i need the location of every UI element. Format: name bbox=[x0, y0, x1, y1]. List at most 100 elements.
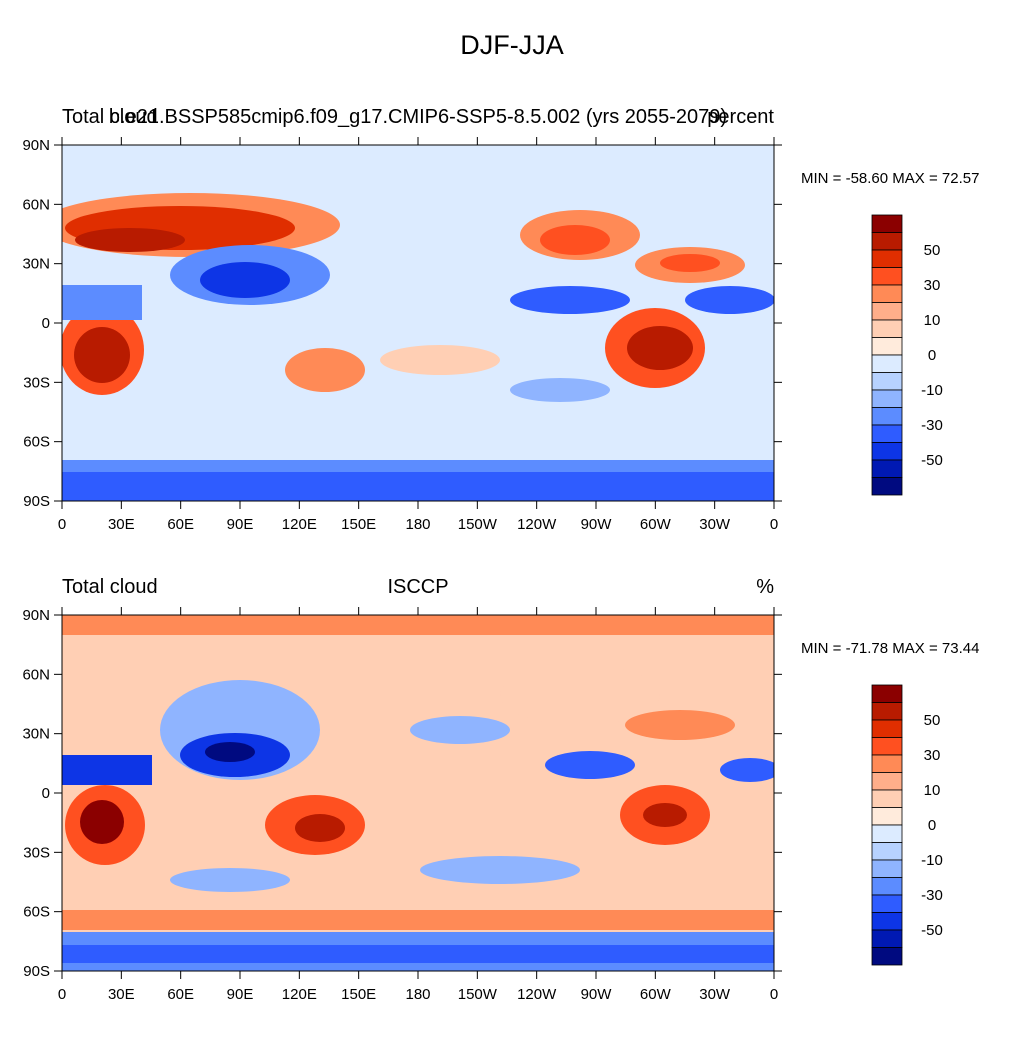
x-tick-label: 180 bbox=[405, 986, 430, 1003]
colorbar-label: 50 bbox=[924, 242, 941, 259]
cloud-anomaly-field bbox=[62, 615, 774, 971]
colorbar-swatch bbox=[871, 442, 903, 461]
x-tick-label: 150W bbox=[458, 516, 498, 533]
main-title: DJF-JJA bbox=[460, 30, 564, 60]
colorbar-label: 30 bbox=[924, 747, 941, 764]
x-tick-label: 60E bbox=[167, 986, 194, 1003]
colorbar-swatch bbox=[871, 737, 903, 756]
colorbar-swatch bbox=[871, 807, 903, 826]
colorbar-label: 30 bbox=[924, 277, 941, 294]
colorbar-swatch bbox=[871, 459, 903, 478]
colorbar-label: -30 bbox=[921, 887, 943, 904]
y-tick-label: 30N bbox=[22, 726, 50, 743]
min-max-stats: MIN = -71.78 MAX = 73.44 bbox=[801, 640, 980, 657]
colorbar-swatch bbox=[871, 824, 903, 843]
colorbar-swatch bbox=[871, 267, 903, 286]
map-figure: 0 30E 60E 90E 120E 150E 180 150W 120W 90W 60W 30W 0 … bbox=[22, 607, 943, 1003]
colorbar-swatch bbox=[871, 772, 903, 791]
colorbar-swatch bbox=[871, 319, 903, 338]
panel-left-title: Total cloud bbox=[62, 576, 158, 598]
x-tick-label: 60W bbox=[640, 516, 672, 533]
colorbar-swatch bbox=[871, 249, 903, 268]
colorbar-swatch bbox=[871, 389, 903, 408]
x-tick-label: 90W bbox=[581, 986, 613, 1003]
colorbar-swatch bbox=[871, 947, 903, 966]
x-tick-label: 30E bbox=[108, 986, 135, 1003]
x-tick-label: 150E bbox=[341, 516, 376, 533]
colorbar-swatch bbox=[871, 214, 903, 233]
colorbar-swatch bbox=[871, 354, 903, 373]
y-tick-label: 60S bbox=[23, 434, 50, 451]
x-tick-label: 120W bbox=[517, 516, 557, 533]
colorbar-swatch bbox=[871, 894, 903, 913]
colorbar-label: 10 bbox=[924, 782, 941, 799]
colorbar: 50 30 10 0 -10 -30 -50 bbox=[871, 214, 943, 496]
colorbar-label: -10 bbox=[921, 382, 943, 399]
x-tick-label: 30W bbox=[699, 516, 731, 533]
colorbar-swatch bbox=[871, 754, 903, 773]
x-tick-label: 60W bbox=[640, 986, 672, 1003]
cloud-anomaly-field bbox=[62, 145, 774, 501]
colorbar-swatch bbox=[871, 302, 903, 321]
x-tick-label: 180 bbox=[405, 516, 430, 533]
colorbar-swatch bbox=[871, 337, 903, 356]
colorbar-swatch bbox=[871, 284, 903, 303]
colorbar-swatch bbox=[871, 477, 903, 496]
map-figure: 0 30E 60E 90E 120E 150E 180 150W 120W 90W 60W 30W 0 … bbox=[22, 137, 943, 533]
x-tick-label: 0 bbox=[58, 516, 66, 533]
colorbar-swatch bbox=[871, 372, 903, 391]
x-tick-label: 30W bbox=[699, 986, 731, 1003]
model-panel: Total cloud b.e21.BSSP585cmip6.f09_g17.C… bbox=[0, 100, 1024, 570]
observation-panel: Total cloud ISCCP % MIN = -71.78 MAX = 7… bbox=[0, 570, 1024, 1040]
x-tick-label: 120E bbox=[282, 516, 317, 533]
colorbar-swatch bbox=[871, 789, 903, 808]
colorbar-swatch bbox=[871, 912, 903, 931]
colorbar-label: 0 bbox=[928, 817, 936, 834]
colorbar-label: 0 bbox=[928, 347, 936, 364]
panel-center-title: ISCCP bbox=[387, 576, 449, 598]
colorbar-swatch bbox=[871, 859, 903, 878]
colorbar-swatch bbox=[871, 424, 903, 443]
colorbar-label: -30 bbox=[921, 417, 943, 434]
colorbar-label: -50 bbox=[921, 922, 943, 939]
x-tick-label: 30E bbox=[108, 516, 135, 533]
y-tick-label: 90N bbox=[22, 607, 50, 624]
colorbar: 50 30 10 0 -10 -30 -50 bbox=[871, 684, 943, 966]
colorbar-label: 50 bbox=[924, 712, 941, 729]
colorbar-label: -50 bbox=[921, 452, 943, 469]
panel-left-title: Total cloud bbox=[62, 106, 158, 128]
colorbar-label: -10 bbox=[921, 852, 943, 869]
y-tick-label: 0 bbox=[42, 785, 50, 802]
x-tick-label: 150W bbox=[458, 986, 498, 1003]
panel-center-title: b.e21.BSSP585cmip6.f09_g17.CMIP6-SSP5-8.… bbox=[108, 106, 728, 128]
colorbar-swatch bbox=[871, 407, 903, 426]
y-tick-label: 30S bbox=[23, 374, 50, 391]
y-tick-label: 60N bbox=[22, 196, 50, 213]
colorbar-swatch bbox=[871, 702, 903, 721]
panel-right-title: percent bbox=[707, 106, 774, 128]
x-tick-label: 90E bbox=[227, 986, 254, 1003]
y-tick-label: 60S bbox=[23, 904, 50, 921]
x-tick-label: 0 bbox=[770, 986, 778, 1003]
x-tick-label: 0 bbox=[770, 516, 778, 533]
x-tick-label: 120W bbox=[517, 986, 557, 1003]
colorbar-swatch bbox=[871, 232, 903, 251]
y-tick-label: 90S bbox=[23, 963, 50, 980]
min-max-stats: MIN = -58.60 MAX = 72.57 bbox=[801, 170, 980, 187]
x-tick-label: 90E bbox=[227, 516, 254, 533]
x-tick-label: 90W bbox=[581, 516, 613, 533]
x-tick-label: 150E bbox=[341, 986, 376, 1003]
y-tick-label: 0 bbox=[42, 315, 50, 332]
colorbar-swatch bbox=[871, 684, 903, 703]
colorbar-swatch bbox=[871, 877, 903, 896]
x-tick-label: 0 bbox=[58, 986, 66, 1003]
colorbar-swatch bbox=[871, 842, 903, 861]
y-tick-label: 30S bbox=[23, 844, 50, 861]
y-tick-label: 30N bbox=[22, 256, 50, 273]
colorbar-swatch bbox=[871, 719, 903, 738]
y-tick-label: 90N bbox=[22, 137, 50, 154]
panel-right-title: % bbox=[756, 576, 774, 598]
colorbar-swatch bbox=[871, 929, 903, 948]
colorbar-label: 10 bbox=[924, 312, 941, 329]
y-tick-label: 90S bbox=[23, 493, 50, 510]
